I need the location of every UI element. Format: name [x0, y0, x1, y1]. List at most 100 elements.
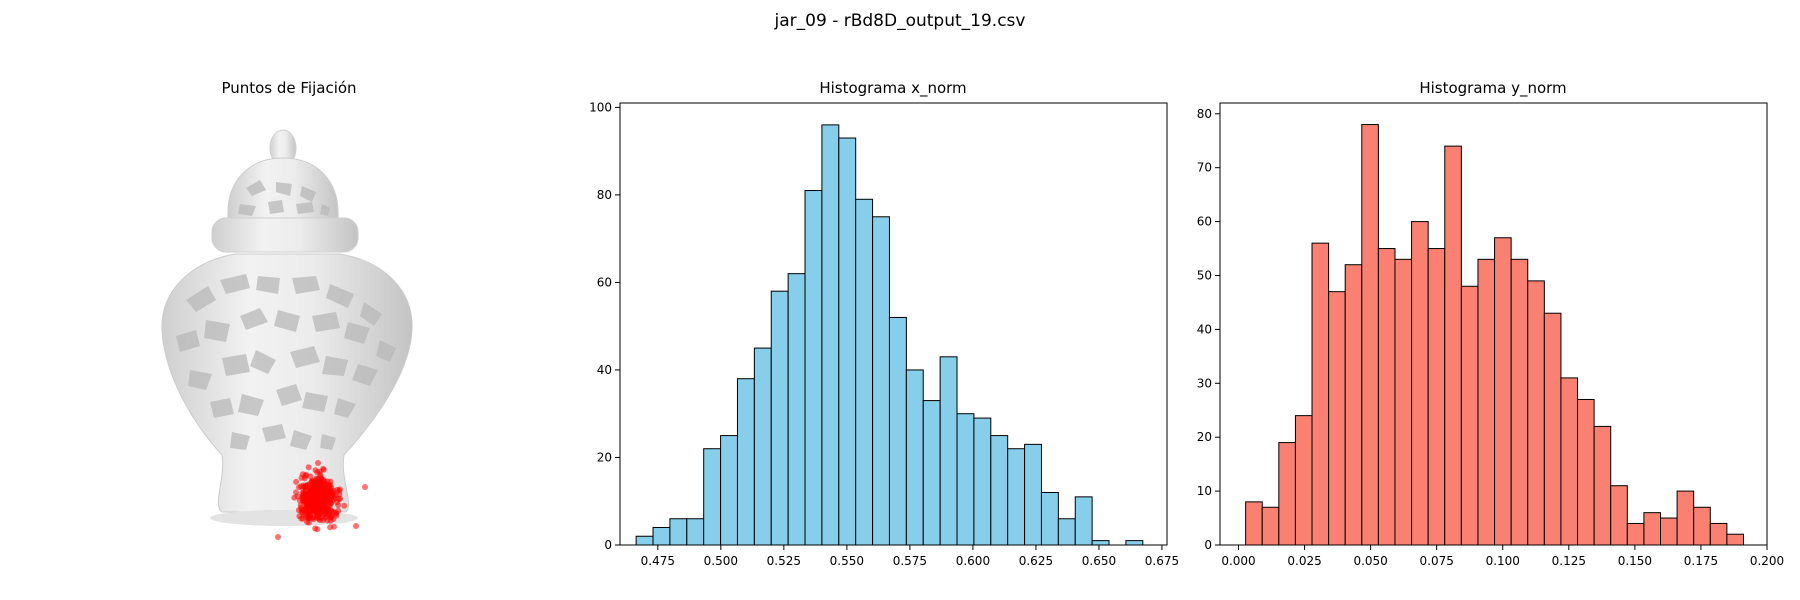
histogram-y-ytick-label: 0 [1204, 538, 1212, 552]
histogram-x-xtick-label: 0.475 [641, 554, 675, 568]
histogram-y-xtick-label: 0.075 [1420, 554, 1454, 568]
fixation-point [299, 471, 306, 478]
fixation-point [298, 507, 305, 513]
histogram-y-bar [1245, 501, 1263, 546]
histogram-x-bar [973, 417, 992, 546]
histogram-y-ytick-label: 80 [1197, 107, 1212, 121]
histogram-x-xtick-label: 0.625 [1019, 554, 1053, 568]
histogram-x-bar [821, 124, 840, 546]
histogram-x-bar [922, 400, 941, 546]
histogram-y-xaxis: 0.000 0.025 0.050 0.075 0.100 0.125 0.150 0.175… [1221, 545, 1784, 568]
fixation-point [333, 512, 340, 519]
fixation-point [327, 486, 334, 493]
histogram-y-bar [1460, 285, 1479, 546]
histogram-x-xtick-label: 0.600 [956, 554, 990, 568]
fixation-point [314, 489, 321, 496]
histogram-x-bar [1007, 448, 1026, 546]
histogram-x-bar [804, 190, 823, 546]
figure-suptitle: jar_09 - rBd8D_output_19.csv [774, 11, 1026, 31]
fixation-point [316, 468, 323, 475]
histogram-x-bar [753, 347, 772, 546]
histogram-x-ytick-label: 0 [604, 538, 612, 552]
fixation-point [291, 494, 298, 501]
histogram-y-bar [1726, 533, 1744, 546]
fixation-point [325, 510, 332, 517]
histogram-y-bar [1577, 398, 1595, 546]
histogram-x-title: Histograma x_norm [819, 79, 966, 98]
fixation-point [322, 495, 329, 502]
histogram-x-norm: Histograma x_norm 0.475 0.500 0.525 0.550 0.… [589, 79, 1179, 568]
histogram-y-yaxis: 0 10 20 30 40 50 60 70 80 [1197, 107, 1220, 552]
histogram-x-bar [939, 356, 958, 546]
fixation-point [306, 519, 312, 526]
histogram-y-ytick-label: 30 [1197, 376, 1212, 390]
histogram-y-xtick-label: 0.125 [1552, 554, 1586, 568]
histogram-x-bar [669, 518, 688, 546]
histogram-x-bar [990, 435, 1009, 546]
fixation-point [312, 525, 319, 532]
histogram-x-bar [888, 316, 907, 546]
fixation-point [303, 514, 310, 521]
histogram-y-ytick-label: 40 [1197, 322, 1212, 336]
histogram-y-bar [1660, 517, 1678, 546]
histogram-x-bar [905, 369, 924, 546]
histogram-x-bar [855, 198, 874, 546]
fixation-point [337, 495, 344, 502]
fixation-point [341, 502, 348, 509]
histogram-y-title: Histograma y_norm [1419, 79, 1566, 98]
histogram-x-frame [619, 102, 1168, 546]
histogram-x-bar [787, 273, 806, 546]
histogram-x-ytick-label: 80 [597, 188, 612, 202]
histogram-y-bar [1610, 485, 1628, 546]
histogram-y-xtick-label: 0.175 [1684, 554, 1718, 568]
histogram-y-bar [1311, 242, 1330, 546]
histogram-y-bar [1278, 442, 1296, 546]
histogram-y-bar [1328, 291, 1346, 546]
histogram-y-bar [1643, 512, 1662, 546]
histogram-x-bar [1125, 540, 1144, 546]
histogram-y-bar [1361, 124, 1379, 546]
histogram-x-bar [703, 448, 722, 546]
fixation-point [331, 523, 337, 530]
histogram-x-xtick-label: 0.525 [767, 554, 801, 568]
histogram-x-bar [1091, 540, 1110, 546]
fixation-point [313, 496, 320, 503]
histogram-x-bar [686, 518, 705, 546]
histogram-x-bar [720, 435, 738, 546]
histogram-x-xtick-label: 0.650 [1082, 554, 1116, 568]
fixation-point [306, 509, 313, 515]
histogram-y-ytick-label: 20 [1197, 430, 1212, 444]
histogram-x-xtick-label: 0.550 [830, 554, 864, 568]
histogram-x-bar [736, 378, 755, 546]
histogram-y-bar [1676, 490, 1695, 546]
histogram-x-bar [1074, 496, 1093, 546]
histogram-x-bar [770, 290, 789, 546]
fixation-point [302, 496, 309, 502]
histogram-x-bar [838, 137, 857, 546]
histogram-x-ytick-label: 100 [589, 100, 612, 114]
histogram-y-bar [1494, 237, 1512, 546]
fixation-point [320, 489, 327, 496]
histogram-y-bar [1510, 258, 1529, 546]
image-panel-title: Puntos de Fijación [221, 79, 356, 97]
fixation-point [316, 511, 323, 518]
fixation-point [311, 478, 318, 485]
histogram-x-bars [635, 124, 1144, 546]
fixation-point [309, 502, 316, 509]
fixation-point [335, 507, 342, 514]
histogram-y-ytick-label: 70 [1197, 161, 1212, 175]
fixation-point [305, 464, 312, 471]
histogram-x-bar [872, 216, 890, 546]
histogram-y-bar [1427, 248, 1446, 546]
histogram-x-ytick-label: 60 [597, 275, 612, 289]
histogram-y-xtick-label: 0.200 [1750, 554, 1784, 568]
histogram-y-bar [1560, 377, 1579, 546]
histogram-y-bar [1477, 258, 1496, 546]
histogram-y-frame [1219, 102, 1768, 546]
histogram-y-bar [1444, 145, 1462, 546]
fixation-point [302, 484, 309, 491]
fixation-point [303, 504, 310, 511]
histogram-x-ytick-label: 40 [597, 363, 612, 377]
histogram-x-xaxis: 0.475 0.500 0.525 0.550 0.575 0.600 0.625 0.650… [641, 545, 1179, 568]
fixation-point [299, 490, 306, 497]
